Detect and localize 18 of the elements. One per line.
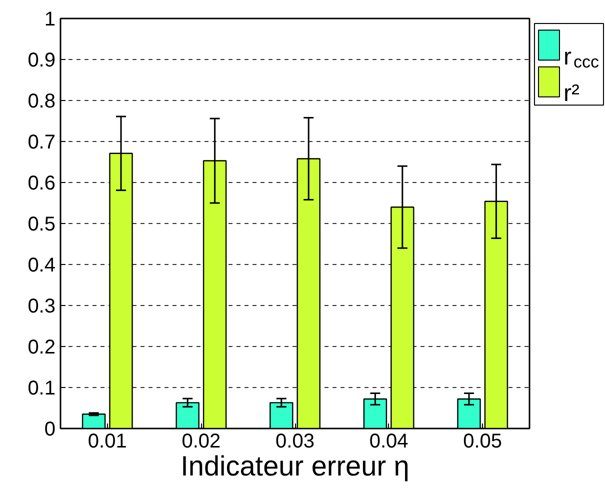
x-tick-label: 0.04 <box>369 430 408 452</box>
x-tick-label: 0.01 <box>88 430 127 452</box>
legend-label: r² <box>564 80 580 107</box>
x-tick-label: 0.03 <box>276 430 314 452</box>
y-tick-label: 0.9 <box>28 50 56 72</box>
y-tick-label: 0.5 <box>28 214 56 236</box>
y-tick-label: 0.2 <box>28 336 56 358</box>
y-tick-label: 0.8 <box>28 90 56 112</box>
y-tick-label: 0.1 <box>28 378 56 400</box>
y-tick-label: 0 <box>44 418 56 440</box>
x-tick-label: 0.02 <box>182 430 221 452</box>
y-tick-label: 0.3 <box>28 296 56 318</box>
x-tick-label: 0.05 <box>463 430 502 452</box>
y-tick-label: 0.4 <box>28 254 56 276</box>
y-tick-label: 1 <box>44 8 56 30</box>
y-tick-label: 0.6 <box>28 172 56 194</box>
x-axis-title: Indicateur erreur η <box>180 450 410 482</box>
y-tick-label: 0.7 <box>28 132 56 154</box>
